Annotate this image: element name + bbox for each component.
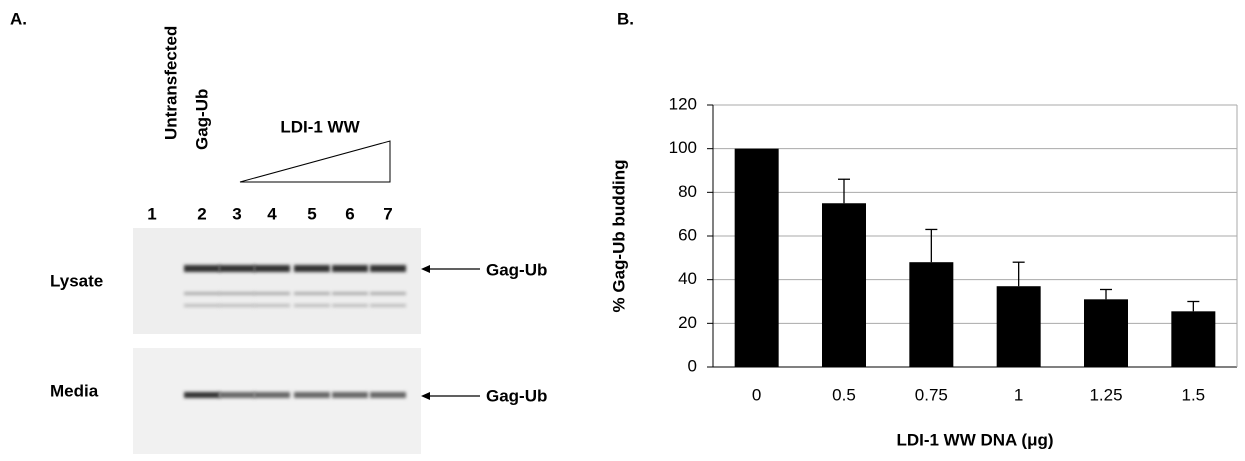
lane-number: 6	[345, 204, 354, 223]
band-label: Gag-Ub	[486, 386, 547, 405]
gel-band-faint	[219, 304, 255, 307]
bar	[909, 262, 953, 367]
gel-band	[219, 392, 255, 398]
y-axis-label: % Gag-Ub budding	[609, 160, 628, 313]
x-tick-label: 0.75	[915, 385, 948, 404]
gel-band-faint	[294, 292, 330, 295]
gel-band	[332, 265, 368, 272]
panel-a: A. Untransfected Gag-Ub LDI-1 WW Lysate …	[10, 9, 547, 454]
gel-band	[294, 392, 330, 398]
bar	[1171, 311, 1215, 367]
arrow-head	[421, 265, 430, 273]
bar	[735, 149, 779, 367]
gel-band	[370, 392, 406, 398]
gel-band-faint	[332, 304, 368, 307]
gel-band-faint	[254, 304, 290, 307]
row-label: Media	[50, 381, 99, 400]
lane-header: Untransfected	[161, 26, 180, 140]
gel-band-faint	[254, 292, 290, 295]
y-tick-label: 80	[678, 182, 697, 201]
gel-band	[254, 392, 290, 398]
gel-band-faint	[184, 304, 220, 307]
x-tick-label: 1.5	[1182, 385, 1206, 404]
gel-band-faint	[370, 304, 406, 307]
y-tick-label: 0	[688, 356, 697, 375]
bar	[822, 203, 866, 367]
y-tick-label: 100	[669, 138, 697, 157]
lane-number: 7	[383, 204, 392, 223]
lane-number: 3	[232, 204, 241, 223]
x-tick-label: 0	[752, 385, 761, 404]
gel-band-faint	[332, 292, 368, 295]
gel-band	[184, 392, 220, 398]
titration-label: LDI-1 WW	[280, 117, 360, 136]
titration-wedge	[240, 141, 390, 182]
band-label: Gag-Ub	[486, 260, 547, 279]
gel-band	[294, 265, 330, 272]
gel-band-faint	[370, 292, 406, 295]
gel-band-faint	[294, 304, 330, 307]
lane-number: 4	[267, 204, 277, 223]
y-tick-label: 60	[678, 225, 697, 244]
lane-header: Gag-Ub	[192, 89, 211, 150]
gel-band-faint	[219, 292, 255, 295]
gel-band	[254, 265, 290, 272]
bar	[997, 286, 1041, 367]
y-tick-label: 120	[669, 94, 697, 113]
lane-number: 5	[307, 204, 316, 223]
figure: A. Untransfected Gag-Ub LDI-1 WW Lysate …	[0, 0, 1245, 461]
x-tick-label: 0.5	[832, 385, 856, 404]
gel-band	[219, 265, 255, 272]
x-tick-label: 1	[1014, 385, 1023, 404]
gel-band	[332, 392, 368, 398]
y-tick-label: 20	[678, 313, 697, 332]
gel-band	[370, 265, 406, 272]
lane-number: 1	[147, 204, 156, 223]
gel-band-faint	[184, 292, 220, 295]
gel-lysate	[133, 228, 421, 334]
panel-label: B.	[617, 9, 634, 28]
x-tick-label: 1.25	[1089, 385, 1122, 404]
row-label: Lysate	[50, 271, 103, 290]
y-tick-label: 40	[678, 269, 697, 288]
arrow-head	[421, 392, 430, 400]
lane-number: 2	[197, 204, 206, 223]
panel-label: A.	[10, 9, 27, 28]
x-axis-label: LDI-1 WW DNA (μg)	[896, 430, 1053, 449]
bar	[1084, 299, 1128, 367]
gel-band	[184, 265, 220, 272]
gel-media	[133, 348, 421, 454]
